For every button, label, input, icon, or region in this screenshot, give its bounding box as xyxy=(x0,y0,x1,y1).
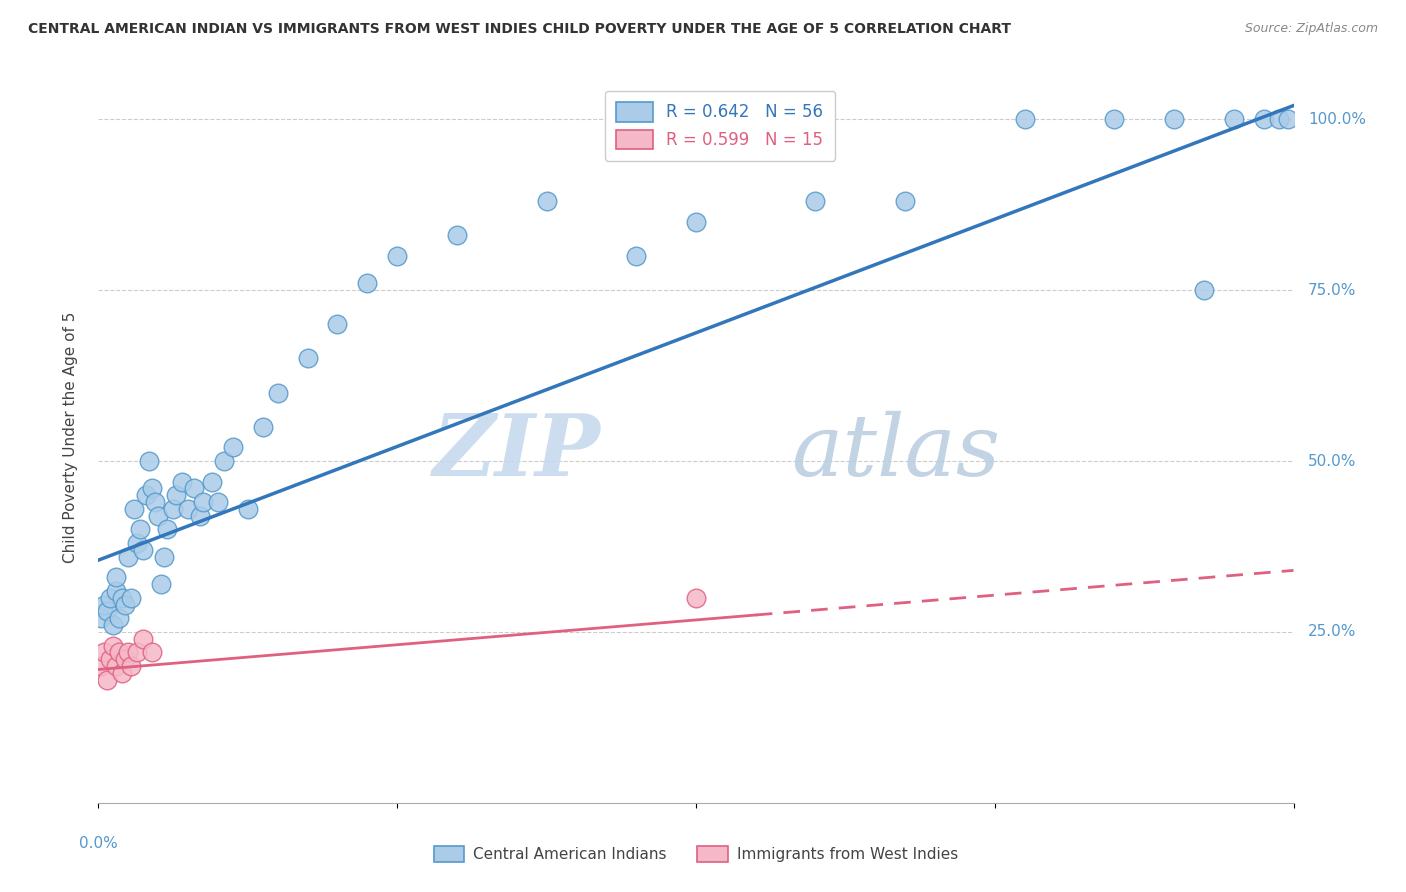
Point xyxy=(156,522,179,536)
Point xyxy=(267,385,290,400)
Point xyxy=(1014,112,1036,127)
Text: atlas: atlas xyxy=(792,410,1001,493)
Point xyxy=(96,673,118,687)
Point xyxy=(685,215,707,229)
Point xyxy=(143,495,166,509)
Point xyxy=(98,591,122,605)
Point xyxy=(252,420,274,434)
Point xyxy=(96,604,118,618)
Point xyxy=(105,570,128,584)
Point xyxy=(120,591,142,605)
Point xyxy=(626,249,648,263)
Point xyxy=(93,598,115,612)
Text: CENTRAL AMERICAN INDIAN VS IMMIGRANTS FROM WEST INDIES CHILD POVERTY UNDER THE A: CENTRAL AMERICAN INDIAN VS IMMIGRANTS FR… xyxy=(28,22,1011,37)
Point xyxy=(141,645,163,659)
Point xyxy=(153,549,176,564)
Point xyxy=(108,645,131,659)
Point xyxy=(1277,112,1299,127)
Point xyxy=(191,495,214,509)
Point xyxy=(188,508,211,523)
Point xyxy=(105,583,128,598)
Point xyxy=(98,652,122,666)
Point xyxy=(385,249,409,263)
Point xyxy=(117,645,139,659)
Point xyxy=(297,351,319,366)
Point xyxy=(804,194,827,209)
Point xyxy=(141,481,163,495)
Point xyxy=(1223,112,1246,127)
Y-axis label: Child Poverty Under the Age of 5: Child Poverty Under the Age of 5 xyxy=(63,311,77,563)
Point xyxy=(90,659,112,673)
Point xyxy=(114,652,136,666)
Point xyxy=(177,501,200,516)
Point xyxy=(685,591,707,605)
Text: 0.0%: 0.0% xyxy=(79,836,118,851)
Text: 100.0%: 100.0% xyxy=(1308,112,1365,127)
Point xyxy=(446,228,468,243)
Text: ZIP: ZIP xyxy=(433,410,600,493)
Point xyxy=(108,611,131,625)
Text: 75.0%: 75.0% xyxy=(1308,283,1357,298)
Point xyxy=(120,659,142,673)
Point xyxy=(105,659,128,673)
Point xyxy=(93,645,115,659)
Point xyxy=(138,454,160,468)
Text: 25.0%: 25.0% xyxy=(1308,624,1357,640)
Point xyxy=(212,454,235,468)
Point xyxy=(111,665,134,680)
Point xyxy=(90,611,112,625)
Point xyxy=(1163,112,1185,127)
Text: 50.0%: 50.0% xyxy=(1308,453,1357,468)
Point xyxy=(127,645,149,659)
Point xyxy=(207,495,229,509)
Point xyxy=(162,501,184,516)
Point xyxy=(132,632,155,646)
Point xyxy=(129,522,152,536)
Point xyxy=(117,549,139,564)
Point xyxy=(536,194,558,209)
Point xyxy=(222,440,245,454)
Point xyxy=(124,501,146,516)
Point xyxy=(1104,112,1126,127)
Point xyxy=(103,639,125,653)
Point xyxy=(326,318,349,332)
Legend: Central American Indians, Immigrants from West Indies: Central American Indians, Immigrants fro… xyxy=(427,840,965,868)
Point xyxy=(1253,112,1275,127)
Point xyxy=(165,488,187,502)
Point xyxy=(148,508,170,523)
Text: Source: ZipAtlas.com: Source: ZipAtlas.com xyxy=(1244,22,1378,36)
Point xyxy=(894,194,917,209)
Point xyxy=(135,488,157,502)
Point xyxy=(236,501,259,516)
Point xyxy=(103,618,125,632)
Point xyxy=(150,577,173,591)
Point xyxy=(183,481,205,495)
Point xyxy=(127,536,149,550)
Point xyxy=(132,542,155,557)
Point xyxy=(114,598,136,612)
Point xyxy=(172,475,194,489)
Point xyxy=(111,591,134,605)
Point xyxy=(356,277,378,291)
Point xyxy=(1192,283,1215,297)
Point xyxy=(1267,112,1289,127)
Point xyxy=(201,475,224,489)
